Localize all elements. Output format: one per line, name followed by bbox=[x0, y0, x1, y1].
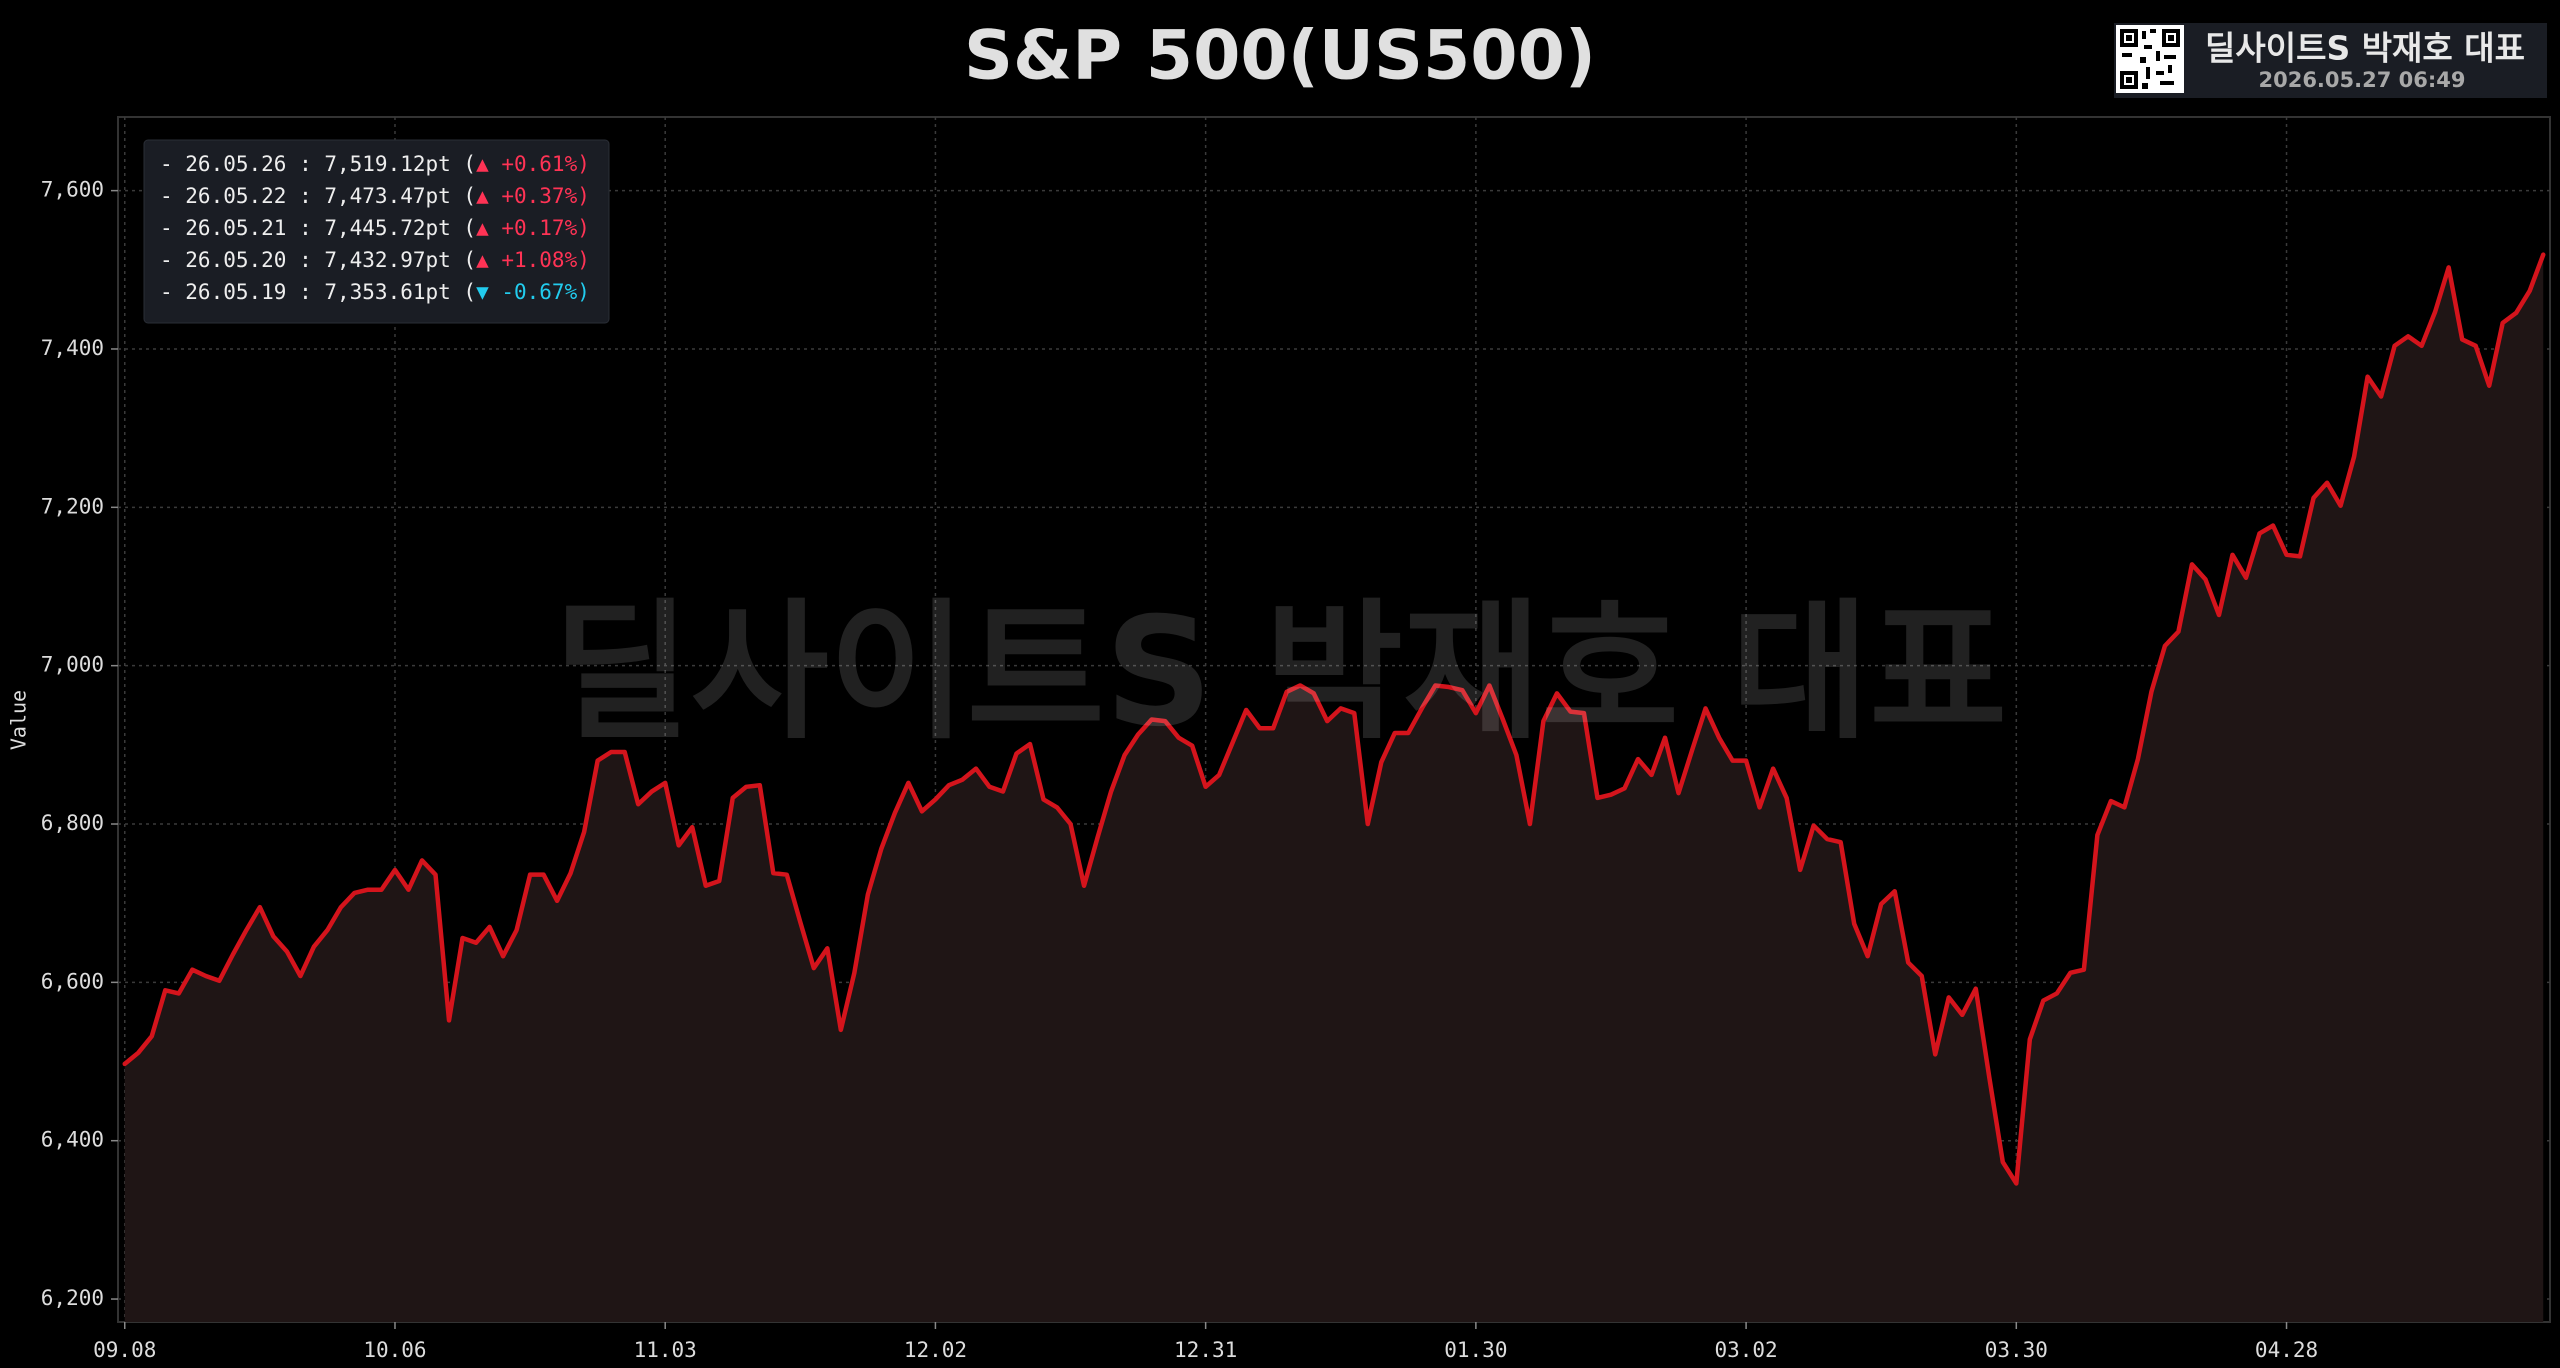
x-tick-label: 03.02 bbox=[1714, 1338, 1777, 1362]
legend-text: - 26.05.21 : 7,445.72pt ( bbox=[160, 216, 476, 240]
brand-box bbox=[2114, 23, 2547, 98]
legend-change: ▲ +0.17%) bbox=[476, 216, 590, 240]
legend-change: ▲ +0.37%) bbox=[476, 184, 590, 208]
y-axis-label: Value bbox=[7, 690, 31, 750]
legend-entry: - 26.05.26 : 7,519.12pt (▲ +0.61%) bbox=[160, 152, 590, 176]
legend-box bbox=[143, 139, 610, 324]
legend-text: - 26.05.19 : 7,353.61pt ( bbox=[160, 280, 476, 304]
y-tick-label: 6,600 bbox=[41, 969, 104, 993]
legend-change: ▲ +0.61%) bbox=[476, 152, 590, 176]
x-tick-label: 10.06 bbox=[363, 1338, 426, 1362]
brand-name: 딜사이트S 박재호 대표 bbox=[2205, 29, 2525, 68]
y-tick-label: 7,000 bbox=[41, 653, 104, 677]
y-tick-label: 6,800 bbox=[41, 811, 104, 835]
legend-change: ▲ +1.08%) bbox=[476, 248, 590, 272]
x-tick-label: 09.08 bbox=[93, 1338, 156, 1362]
x-tick-label: 11.03 bbox=[634, 1338, 697, 1362]
legend-entry: - 26.05.20 : 7,432.97pt (▲ +1.08%) bbox=[160, 248, 590, 272]
x-tick-label: 01.30 bbox=[1444, 1338, 1507, 1362]
brand-badge: 딜사이트S 박재호 대표 2026.05.27 06:49 bbox=[2114, 23, 2547, 98]
y-tick-label: 7,200 bbox=[41, 494, 104, 518]
watermark: 딜사이트S 박재호 대표 bbox=[553, 586, 2007, 760]
y-tick-label: 6,200 bbox=[41, 1286, 104, 1310]
legend: - 26.05.26 : 7,519.12pt (▲ +0.61%)- 26.0… bbox=[143, 139, 610, 324]
axes: 6,200 6,400 6,600 6,800 7,000 7,200 7,400 7,600… bbox=[41, 178, 2318, 1362]
chart-title: S&P 500(US500) bbox=[964, 17, 1596, 96]
legend-text: - 26.05.20 : 7,432.97pt ( bbox=[160, 248, 476, 272]
x-tick-label: 04.28 bbox=[2255, 1338, 2318, 1362]
area bbox=[124, 254, 2544, 1322]
legend-entry: - 26.05.21 : 7,445.72pt (▲ +0.17%) bbox=[160, 216, 590, 240]
y-tick-label: 7,600 bbox=[41, 178, 104, 202]
brand-timestamp: 2026.05.27 06:49 bbox=[2258, 68, 2465, 92]
x-tick-label: 12.31 bbox=[1174, 1338, 1237, 1362]
legend-entry: - 26.05.19 : 7,353.61pt (▼ -0.67%) bbox=[160, 280, 590, 304]
x-tick-label: 12.02 bbox=[904, 1338, 967, 1362]
y-tick-label: 7,400 bbox=[41, 336, 104, 360]
legend-text: - 26.05.26 : 7,519.12pt ( bbox=[160, 152, 476, 176]
x-tick-label: 03.30 bbox=[1985, 1338, 2048, 1362]
qr-pattern bbox=[2120, 29, 2180, 89]
legend-entry: - 26.05.22 : 7,473.47pt (▲ +0.37%) bbox=[160, 184, 590, 208]
legend-text: - 26.05.22 : 7,473.47pt ( bbox=[160, 184, 476, 208]
y-tick-label: 6,400 bbox=[41, 1128, 104, 1152]
line bbox=[122, 252, 2546, 1186]
marks bbox=[122, 252, 2546, 1322]
legend-change: ▼ -0.67%) bbox=[476, 280, 590, 304]
